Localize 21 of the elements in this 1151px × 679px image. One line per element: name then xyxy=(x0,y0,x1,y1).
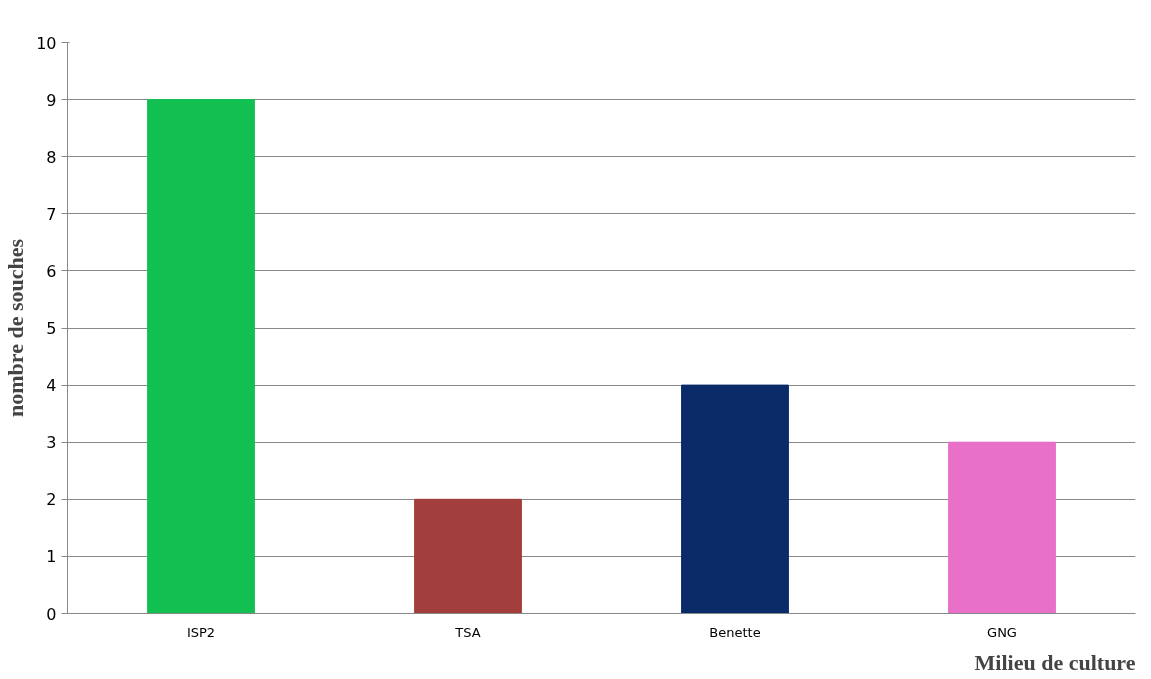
x-tick-label: GNG xyxy=(987,624,1017,640)
y-tick-label: 6 xyxy=(46,261,57,281)
x-axis-title: Milieu de culture xyxy=(974,649,1136,675)
y-tick-label: 2 xyxy=(46,490,57,510)
y-tick-label: 4 xyxy=(46,376,57,396)
bar xyxy=(948,441,1056,614)
x-tick-label: ISP2 xyxy=(186,624,216,640)
x-tick-label: TSA xyxy=(454,624,481,640)
y-tick-label: 10 xyxy=(36,33,57,53)
y-tick-label: 3 xyxy=(46,433,57,453)
bar xyxy=(414,498,522,614)
bar xyxy=(681,384,789,614)
y-tick-label: 1 xyxy=(46,547,57,567)
y-tick-label: 5 xyxy=(46,319,57,338)
bar xyxy=(147,99,255,614)
x-tick-label: Benette xyxy=(709,624,761,640)
y-tick-label: 7 xyxy=(46,204,57,224)
y-tick-label: 0 xyxy=(46,604,57,624)
y-axis-title: nombre de souches xyxy=(3,238,29,418)
y-tick-label: 8 xyxy=(46,147,57,167)
y-tick-label: 9 xyxy=(46,90,57,110)
